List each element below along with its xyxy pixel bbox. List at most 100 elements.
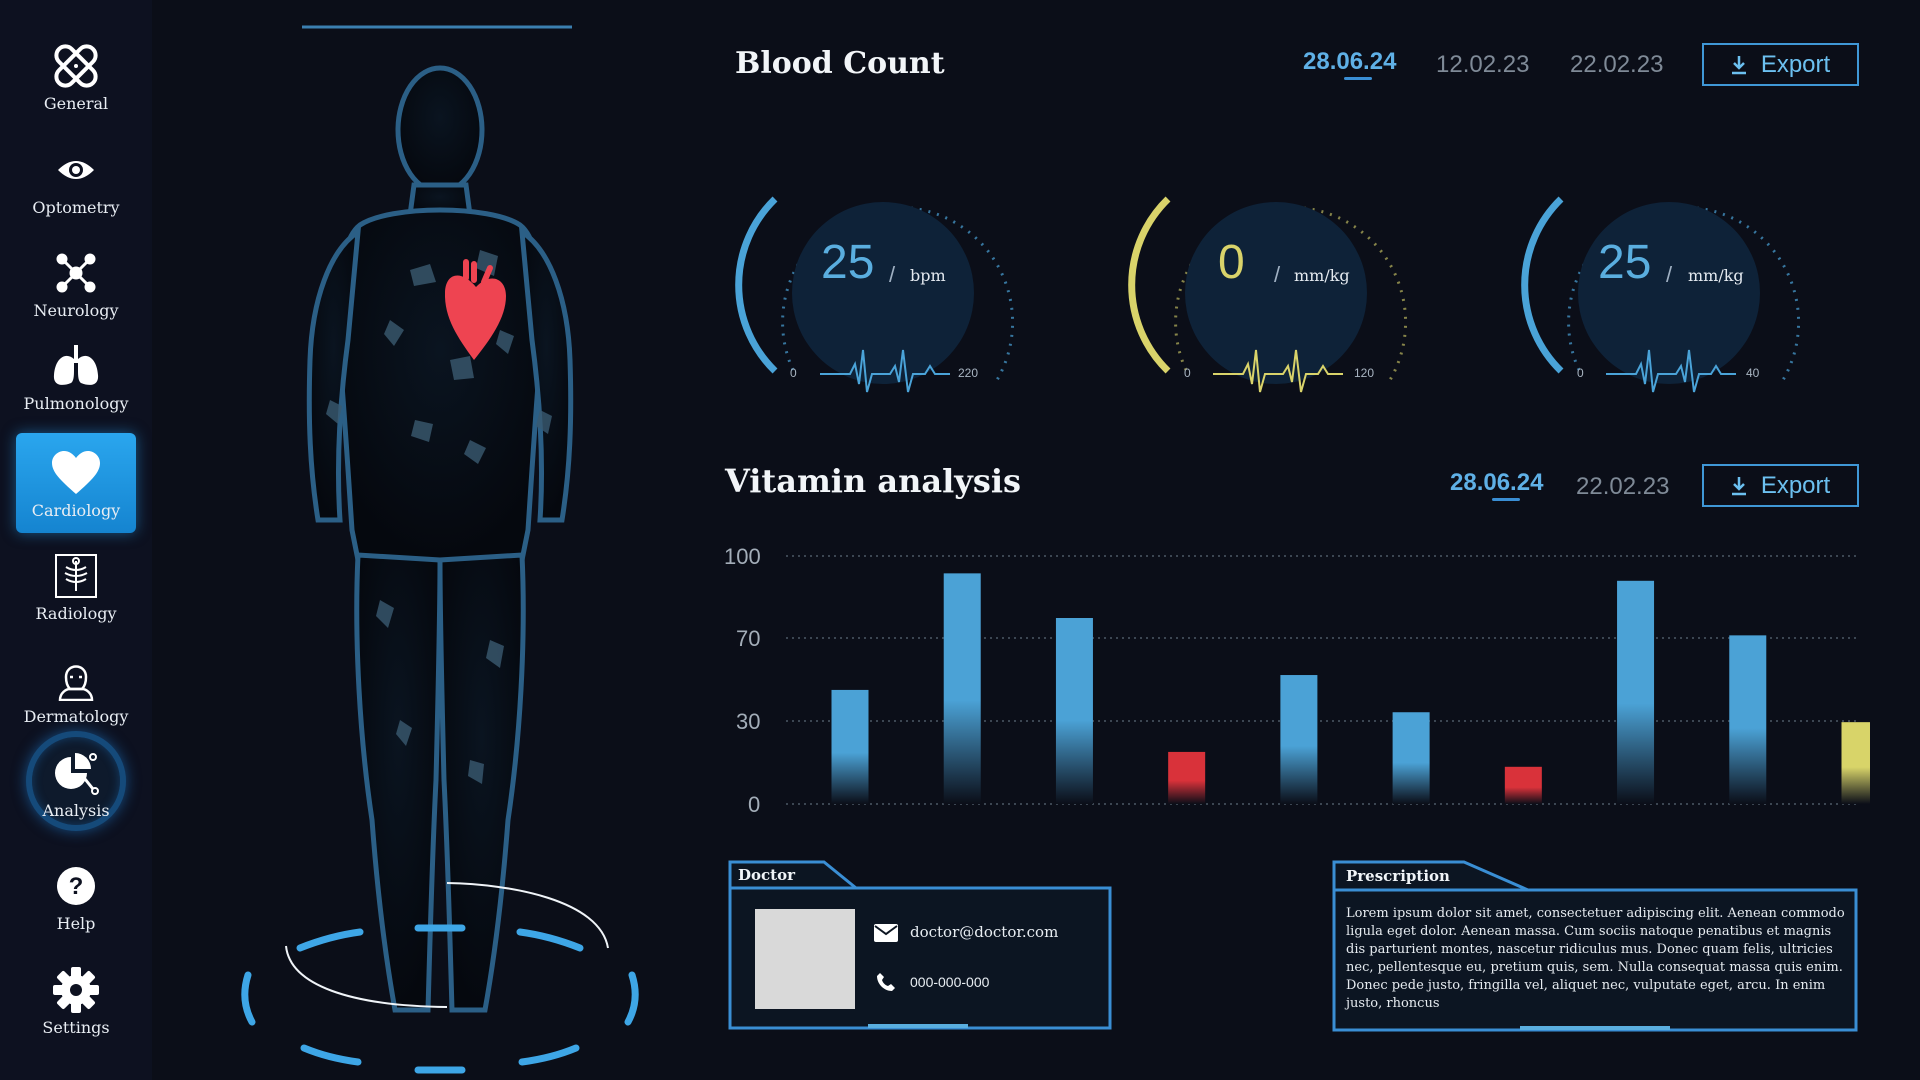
chart-bar[interactable] xyxy=(831,689,869,804)
eye-icon xyxy=(48,144,104,196)
body-figure-panel xyxy=(200,0,680,1080)
gauge-slash: / xyxy=(1274,262,1281,287)
sidebar-item-label: Optometry xyxy=(32,197,120,217)
sidebar-item-general[interactable]: General xyxy=(16,26,136,126)
sidebar-item-optometry[interactable]: Optometry xyxy=(16,130,136,230)
gauge-max: 120 xyxy=(1354,366,1375,380)
avatar xyxy=(755,909,855,1009)
y-tick-label: 100 xyxy=(724,544,761,569)
chart-bar[interactable] xyxy=(1168,751,1206,804)
chart-bar[interactable] xyxy=(1617,580,1655,804)
vitamin-date-tab-2[interactable]: 22.02.23 xyxy=(1576,473,1670,500)
gauge-max: 220 xyxy=(958,366,979,380)
doctor-phone[interactable]: 000-000-000 xyxy=(910,974,990,990)
chart-bar[interactable] xyxy=(1392,712,1430,804)
prescription-text: Lorem ipsum dolor sit amet, consectetuer… xyxy=(1346,906,1845,1011)
sidebar-item-label: Dermatology xyxy=(23,706,129,726)
chart-bar[interactable] xyxy=(1841,722,1871,804)
ecg-wave-icon xyxy=(1606,349,1736,393)
person-icon xyxy=(48,653,104,705)
doctor-email[interactable]: doctor@doctor.com xyxy=(910,923,1059,941)
chart-bar[interactable] xyxy=(1729,635,1767,804)
ecg-wave-icon xyxy=(1213,349,1343,393)
sidebar-item-label: Pulmonology xyxy=(23,393,129,413)
platform-orbit-lines xyxy=(285,882,609,1008)
vitamin-bar-chart: 100 70 30 0 xyxy=(720,536,1871,817)
phone-icon xyxy=(877,973,895,991)
bar-chart-plot xyxy=(786,555,1871,805)
sidebar-item-label: Analysis xyxy=(42,800,110,820)
sidebar-item-help[interactable]: ? Help xyxy=(16,846,136,946)
gear-icon xyxy=(48,964,104,1016)
chart-bar[interactable] xyxy=(1055,618,1093,804)
gauge-value: 0 xyxy=(1218,236,1245,289)
y-tick-label: 70 xyxy=(736,626,761,651)
gauge-unit: mm/kg xyxy=(1688,266,1744,285)
doctor-card-title: Doctor xyxy=(738,866,795,884)
svg-text:?: ? xyxy=(69,873,84,900)
vitamin-date-underline xyxy=(1492,498,1520,501)
body-silhouette xyxy=(306,65,574,1013)
ecg-wave-icon xyxy=(820,349,950,393)
sidebar-item-label: Help xyxy=(56,913,96,933)
mail-icon xyxy=(874,924,898,942)
sidebar-item-label: General xyxy=(43,93,109,113)
human-body-figure[interactable] xyxy=(200,0,680,1080)
chart-bar[interactable] xyxy=(1504,766,1542,804)
bandage-icon xyxy=(48,40,104,92)
gauge-unit: bpm xyxy=(910,266,946,285)
gauge-arc xyxy=(1128,196,1171,374)
platform-ring xyxy=(241,924,639,1074)
help-icon: ? xyxy=(48,860,104,912)
y-tick-label: 0 xyxy=(748,792,761,817)
vitamin-date-tab-1[interactable]: 28.06.24 xyxy=(1450,469,1544,496)
sidebar-item-neurology[interactable]: Neurology xyxy=(16,233,136,333)
heart-icon xyxy=(48,447,104,499)
gauge-value: 25 xyxy=(821,236,875,289)
lungs-icon xyxy=(48,340,104,392)
blood-count-date-tab-3[interactable]: 22.02.23 xyxy=(1570,51,1664,78)
chart-bar[interactable] xyxy=(943,573,981,804)
blood-count-title: Blood Count xyxy=(735,46,945,81)
gauge-heart-rate: 25 / bpm 0 220 xyxy=(725,170,1025,410)
sidebar-item-radiology[interactable]: Radiology xyxy=(16,536,136,636)
gauge-arc xyxy=(735,196,778,374)
y-tick-label: 30 xyxy=(736,709,761,734)
gauge-value: 25 xyxy=(1598,236,1652,289)
heart-organ-icon xyxy=(444,259,506,360)
pie-chart-icon xyxy=(48,747,104,799)
vitamin-analysis-title: Vitamin analysis xyxy=(725,462,1022,500)
sidebar: General Optometry Neurology xyxy=(0,0,152,1080)
download-icon xyxy=(1731,55,1746,74)
body-texture xyxy=(326,250,552,784)
gauge-min: 0 xyxy=(1184,366,1191,380)
sidebar-item-label: Settings xyxy=(42,1017,110,1037)
vitamin-export-button[interactable]: Export xyxy=(1702,464,1859,507)
gauge-arc xyxy=(1521,196,1564,374)
sidebar-item-cardiology[interactable]: Cardiology xyxy=(16,433,136,533)
gauge-face xyxy=(1185,202,1367,384)
download-icon xyxy=(1731,476,1746,495)
sidebar-item-settings[interactable]: Settings xyxy=(16,950,136,1050)
analysis-highlight-ring xyxy=(26,731,126,831)
sidebar-item-analysis[interactable]: Analysis xyxy=(16,733,136,833)
gauge-saturation: 25 / mm/kg 0 40 xyxy=(1511,170,1811,410)
gauge-min: 0 xyxy=(790,366,797,380)
gauge-slash: / xyxy=(889,262,896,287)
sidebar-item-dermatology[interactable]: Dermatology xyxy=(16,639,136,739)
blood-count-date-tab-2[interactable]: 12.02.23 xyxy=(1436,51,1530,78)
sidebar-item-pulmonology[interactable]: Pulmonology xyxy=(16,326,136,426)
prescription-card-title: Prescription xyxy=(1346,867,1450,885)
blood-count-date-underline xyxy=(1344,77,1372,80)
gauge-max: 40 xyxy=(1746,366,1760,380)
blood-count-date-tab-1[interactable]: 28.06.24 xyxy=(1303,48,1397,75)
gauge-pressure: 0 / mm/kg 0 120 xyxy=(1118,170,1418,410)
chart-gridlines xyxy=(786,555,1860,805)
gauge-slash: / xyxy=(1666,262,1673,287)
neurons-icon xyxy=(48,247,104,299)
blood-count-export-button[interactable]: Export xyxy=(1702,43,1859,86)
xray-icon xyxy=(48,550,104,602)
chart-bar[interactable] xyxy=(1280,675,1318,804)
chart-bars xyxy=(831,573,1871,804)
sidebar-item-label: Cardiology xyxy=(31,500,121,520)
